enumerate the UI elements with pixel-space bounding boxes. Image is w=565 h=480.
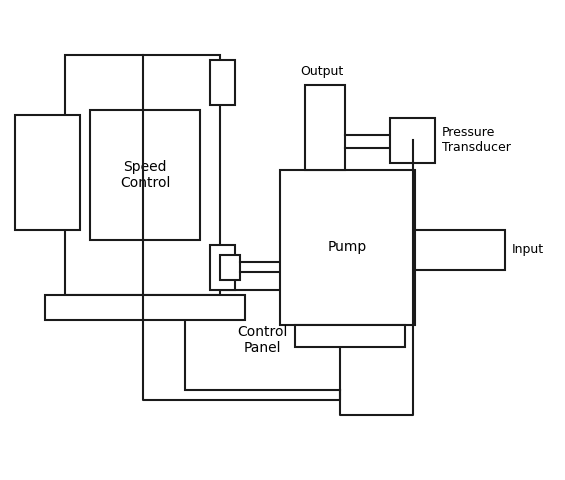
Bar xyxy=(185,290,340,390)
Bar xyxy=(390,118,435,163)
Bar xyxy=(15,115,80,230)
Bar xyxy=(295,325,405,347)
Text: Control
Panel: Control Panel xyxy=(237,325,288,355)
Bar xyxy=(415,230,505,270)
Text: Pump: Pump xyxy=(328,240,367,254)
Text: Input: Input xyxy=(512,243,544,256)
Bar xyxy=(210,245,235,290)
Bar xyxy=(65,55,220,295)
Bar xyxy=(90,110,200,240)
Bar xyxy=(305,85,345,170)
Bar xyxy=(45,295,245,320)
Bar xyxy=(210,60,235,105)
Text: Speed
Control: Speed Control xyxy=(120,160,170,190)
Bar xyxy=(220,255,240,280)
Bar xyxy=(280,170,415,325)
Text: Pressure
Transducer: Pressure Transducer xyxy=(442,126,511,154)
Text: Output: Output xyxy=(300,65,344,78)
